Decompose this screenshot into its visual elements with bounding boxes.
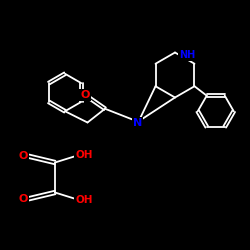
Text: OH: OH	[75, 195, 92, 205]
Text: O: O	[18, 194, 28, 204]
Text: O: O	[18, 151, 28, 161]
Text: NH: NH	[179, 50, 195, 60]
Text: OH: OH	[75, 150, 92, 160]
Text: O: O	[80, 90, 90, 100]
Text: N: N	[133, 118, 142, 128]
